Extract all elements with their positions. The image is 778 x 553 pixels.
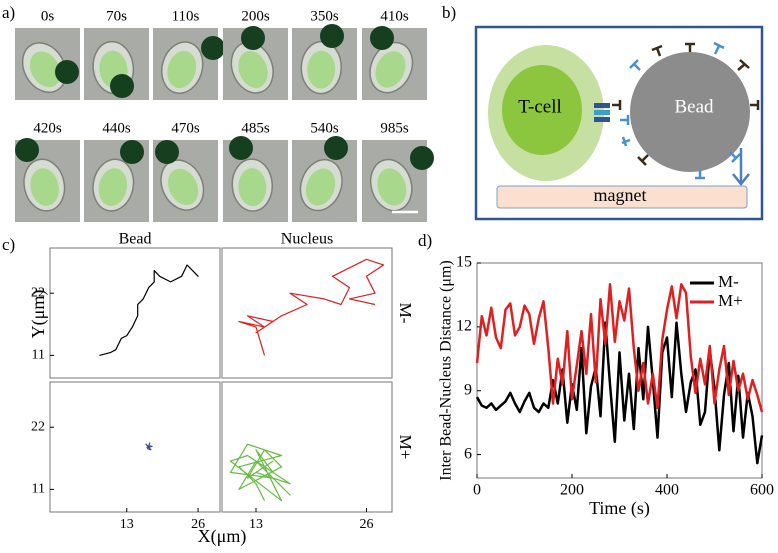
bead bbox=[55, 60, 79, 84]
legend-label: M+ bbox=[718, 291, 743, 310]
bead bbox=[241, 26, 265, 50]
x-tick-label: 26 bbox=[191, 517, 205, 532]
plot-frame bbox=[476, 262, 763, 479]
nucleus bbox=[305, 168, 336, 206]
trajectory bbox=[229, 443, 291, 502]
axis-label: Inter Bead-Nucleus Distance (μm) bbox=[438, 260, 455, 481]
receptor bbox=[594, 103, 610, 108]
bead bbox=[15, 138, 39, 162]
row-label: M+ bbox=[396, 435, 415, 460]
y-tick-label: 6 bbox=[464, 445, 472, 462]
time-label: 440s bbox=[102, 120, 131, 136]
bead bbox=[155, 140, 179, 164]
time-label: 540s bbox=[310, 120, 339, 136]
bead bbox=[410, 146, 434, 170]
receptor bbox=[594, 117, 610, 122]
time-label: 410s bbox=[380, 8, 409, 24]
y-tick-label: 11 bbox=[32, 482, 45, 497]
row-label: M- bbox=[396, 303, 415, 324]
nucleus bbox=[375, 51, 406, 88]
y-tick-label: 11 bbox=[32, 348, 45, 363]
panel-label: b) bbox=[442, 3, 456, 22]
plot-frame bbox=[221, 247, 393, 379]
receptor bbox=[594, 110, 610, 115]
time-label: 200s bbox=[241, 8, 270, 24]
cell-nucleus bbox=[502, 65, 582, 155]
subplot-title: Bead bbox=[119, 231, 152, 248]
x-tick-label: 600 bbox=[750, 482, 774, 499]
antibodies bbox=[612, 41, 760, 180]
nucleus bbox=[168, 168, 199, 206]
time-label: 70s bbox=[106, 8, 127, 24]
time-label: 110s bbox=[172, 8, 200, 24]
nucleus bbox=[167, 50, 197, 89]
series-line bbox=[475, 321, 764, 465]
y-tick-label: 12 bbox=[456, 318, 472, 335]
x-tick-label: 200 bbox=[560, 482, 584, 499]
x-tick-label: 26 bbox=[360, 517, 374, 532]
bead bbox=[110, 74, 134, 98]
y-tick-label: 15 bbox=[456, 254, 472, 271]
time-label: 485s bbox=[241, 120, 270, 136]
bead bbox=[229, 136, 253, 160]
magnet bbox=[496, 185, 748, 209]
bead bbox=[201, 36, 225, 60]
nucleus bbox=[238, 168, 267, 207]
time-label: 470s bbox=[171, 120, 200, 136]
panel-label: a) bbox=[2, 3, 15, 22]
time-label: 0s bbox=[41, 8, 55, 24]
nucleus bbox=[29, 51, 61, 88]
magnet-label: magnet bbox=[594, 185, 647, 205]
bead bbox=[630, 52, 750, 172]
time-label: 985s bbox=[380, 120, 409, 136]
panel-label: d) bbox=[418, 231, 432, 250]
x-tick-label: 13 bbox=[249, 517, 263, 532]
y-tick-label: 9 bbox=[464, 381, 472, 398]
x-tick-label: 400 bbox=[655, 482, 679, 499]
time-label: 350s bbox=[310, 8, 339, 24]
plot-frame bbox=[49, 381, 221, 513]
bead-label: Bead bbox=[674, 96, 714, 117]
nucleus bbox=[30, 168, 59, 206]
bead bbox=[370, 26, 394, 50]
nucleus bbox=[238, 51, 268, 88]
trajectory bbox=[145, 442, 153, 451]
bead bbox=[320, 24, 344, 48]
bead bbox=[324, 136, 348, 160]
axis-label: Y(μm) bbox=[28, 290, 49, 339]
series-line bbox=[475, 283, 764, 413]
plot-frame bbox=[49, 247, 221, 379]
cell-label: T-cell bbox=[518, 96, 562, 117]
y-tick-label: 22 bbox=[31, 285, 45, 300]
nucleus bbox=[377, 168, 407, 206]
nucleus bbox=[307, 50, 336, 89]
trajectory bbox=[238, 258, 385, 356]
legend-label: M- bbox=[718, 272, 739, 291]
y-tick-label: 22 bbox=[31, 419, 45, 434]
x-tick-label: 0 bbox=[473, 482, 481, 499]
x-tick-label: 13 bbox=[120, 517, 134, 532]
trajectory bbox=[99, 264, 199, 356]
plot-frame bbox=[221, 381, 393, 513]
axis-label: Time (s) bbox=[589, 498, 650, 519]
time-label: 420s bbox=[33, 120, 62, 136]
nucleus bbox=[98, 168, 128, 206]
bead bbox=[120, 140, 144, 164]
diagram: T-cell Bead magnet bbox=[474, 25, 764, 221]
panel-label: c) bbox=[2, 235, 15, 254]
axis-label: X(μm) bbox=[198, 526, 247, 547]
subplot-title: Nucleus bbox=[281, 231, 333, 248]
arrow bbox=[732, 148, 750, 187]
